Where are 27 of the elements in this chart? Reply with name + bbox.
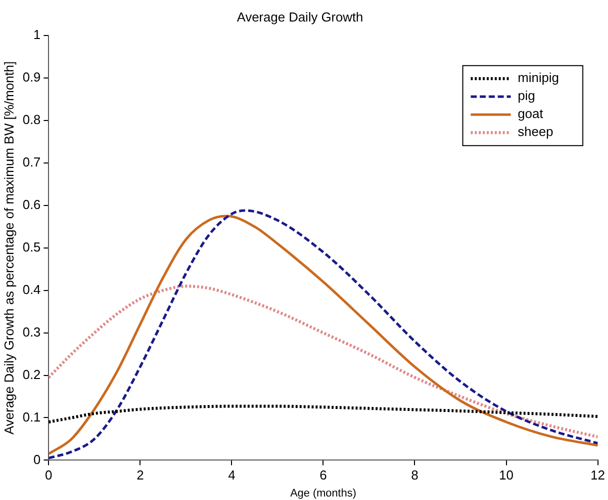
legend-label: goat bbox=[518, 106, 544, 122]
y-tick-label: 0.1 bbox=[22, 409, 41, 424]
x-tick-label: 4 bbox=[228, 468, 236, 483]
y-tick-label: 0.6 bbox=[22, 197, 41, 212]
legend-label: sheep bbox=[518, 124, 554, 140]
y-tick-label: 0.4 bbox=[22, 282, 41, 297]
line-series bbox=[48, 284, 598, 438]
y-tick-label: 0.3 bbox=[22, 324, 41, 340]
y-axis-title: Average Daily Growth as percentage of maximum BW [%/month] bbox=[1, 61, 16, 435]
x-tick-label: 2 bbox=[136, 468, 144, 483]
y-tick-label: 0 bbox=[33, 452, 41, 467]
x-tick-label: 10 bbox=[499, 468, 514, 483]
x-axis-title: Age (months) bbox=[290, 487, 356, 500]
x-tick-label: 6 bbox=[320, 468, 327, 483]
x-tick-label: 0 bbox=[45, 468, 52, 483]
y-tick-label: 0.5 bbox=[22, 239, 41, 254]
x-tick-label: 12 bbox=[590, 468, 606, 483]
y-tick-label: 0.9 bbox=[22, 70, 41, 85]
x-tick-label: 8 bbox=[411, 468, 418, 483]
y-tick-label: 0.7 bbox=[22, 154, 41, 170]
line-series bbox=[48, 404, 598, 424]
y-tick-label: 1 bbox=[33, 27, 41, 42]
legend-label: pig bbox=[518, 88, 536, 104]
legend-label: minipig bbox=[518, 70, 559, 86]
y-tick-label: 0.8 bbox=[22, 112, 41, 128]
chart-title: Average Daily Growth bbox=[236, 9, 364, 24]
y-tick-label: 0.2 bbox=[22, 366, 41, 382]
